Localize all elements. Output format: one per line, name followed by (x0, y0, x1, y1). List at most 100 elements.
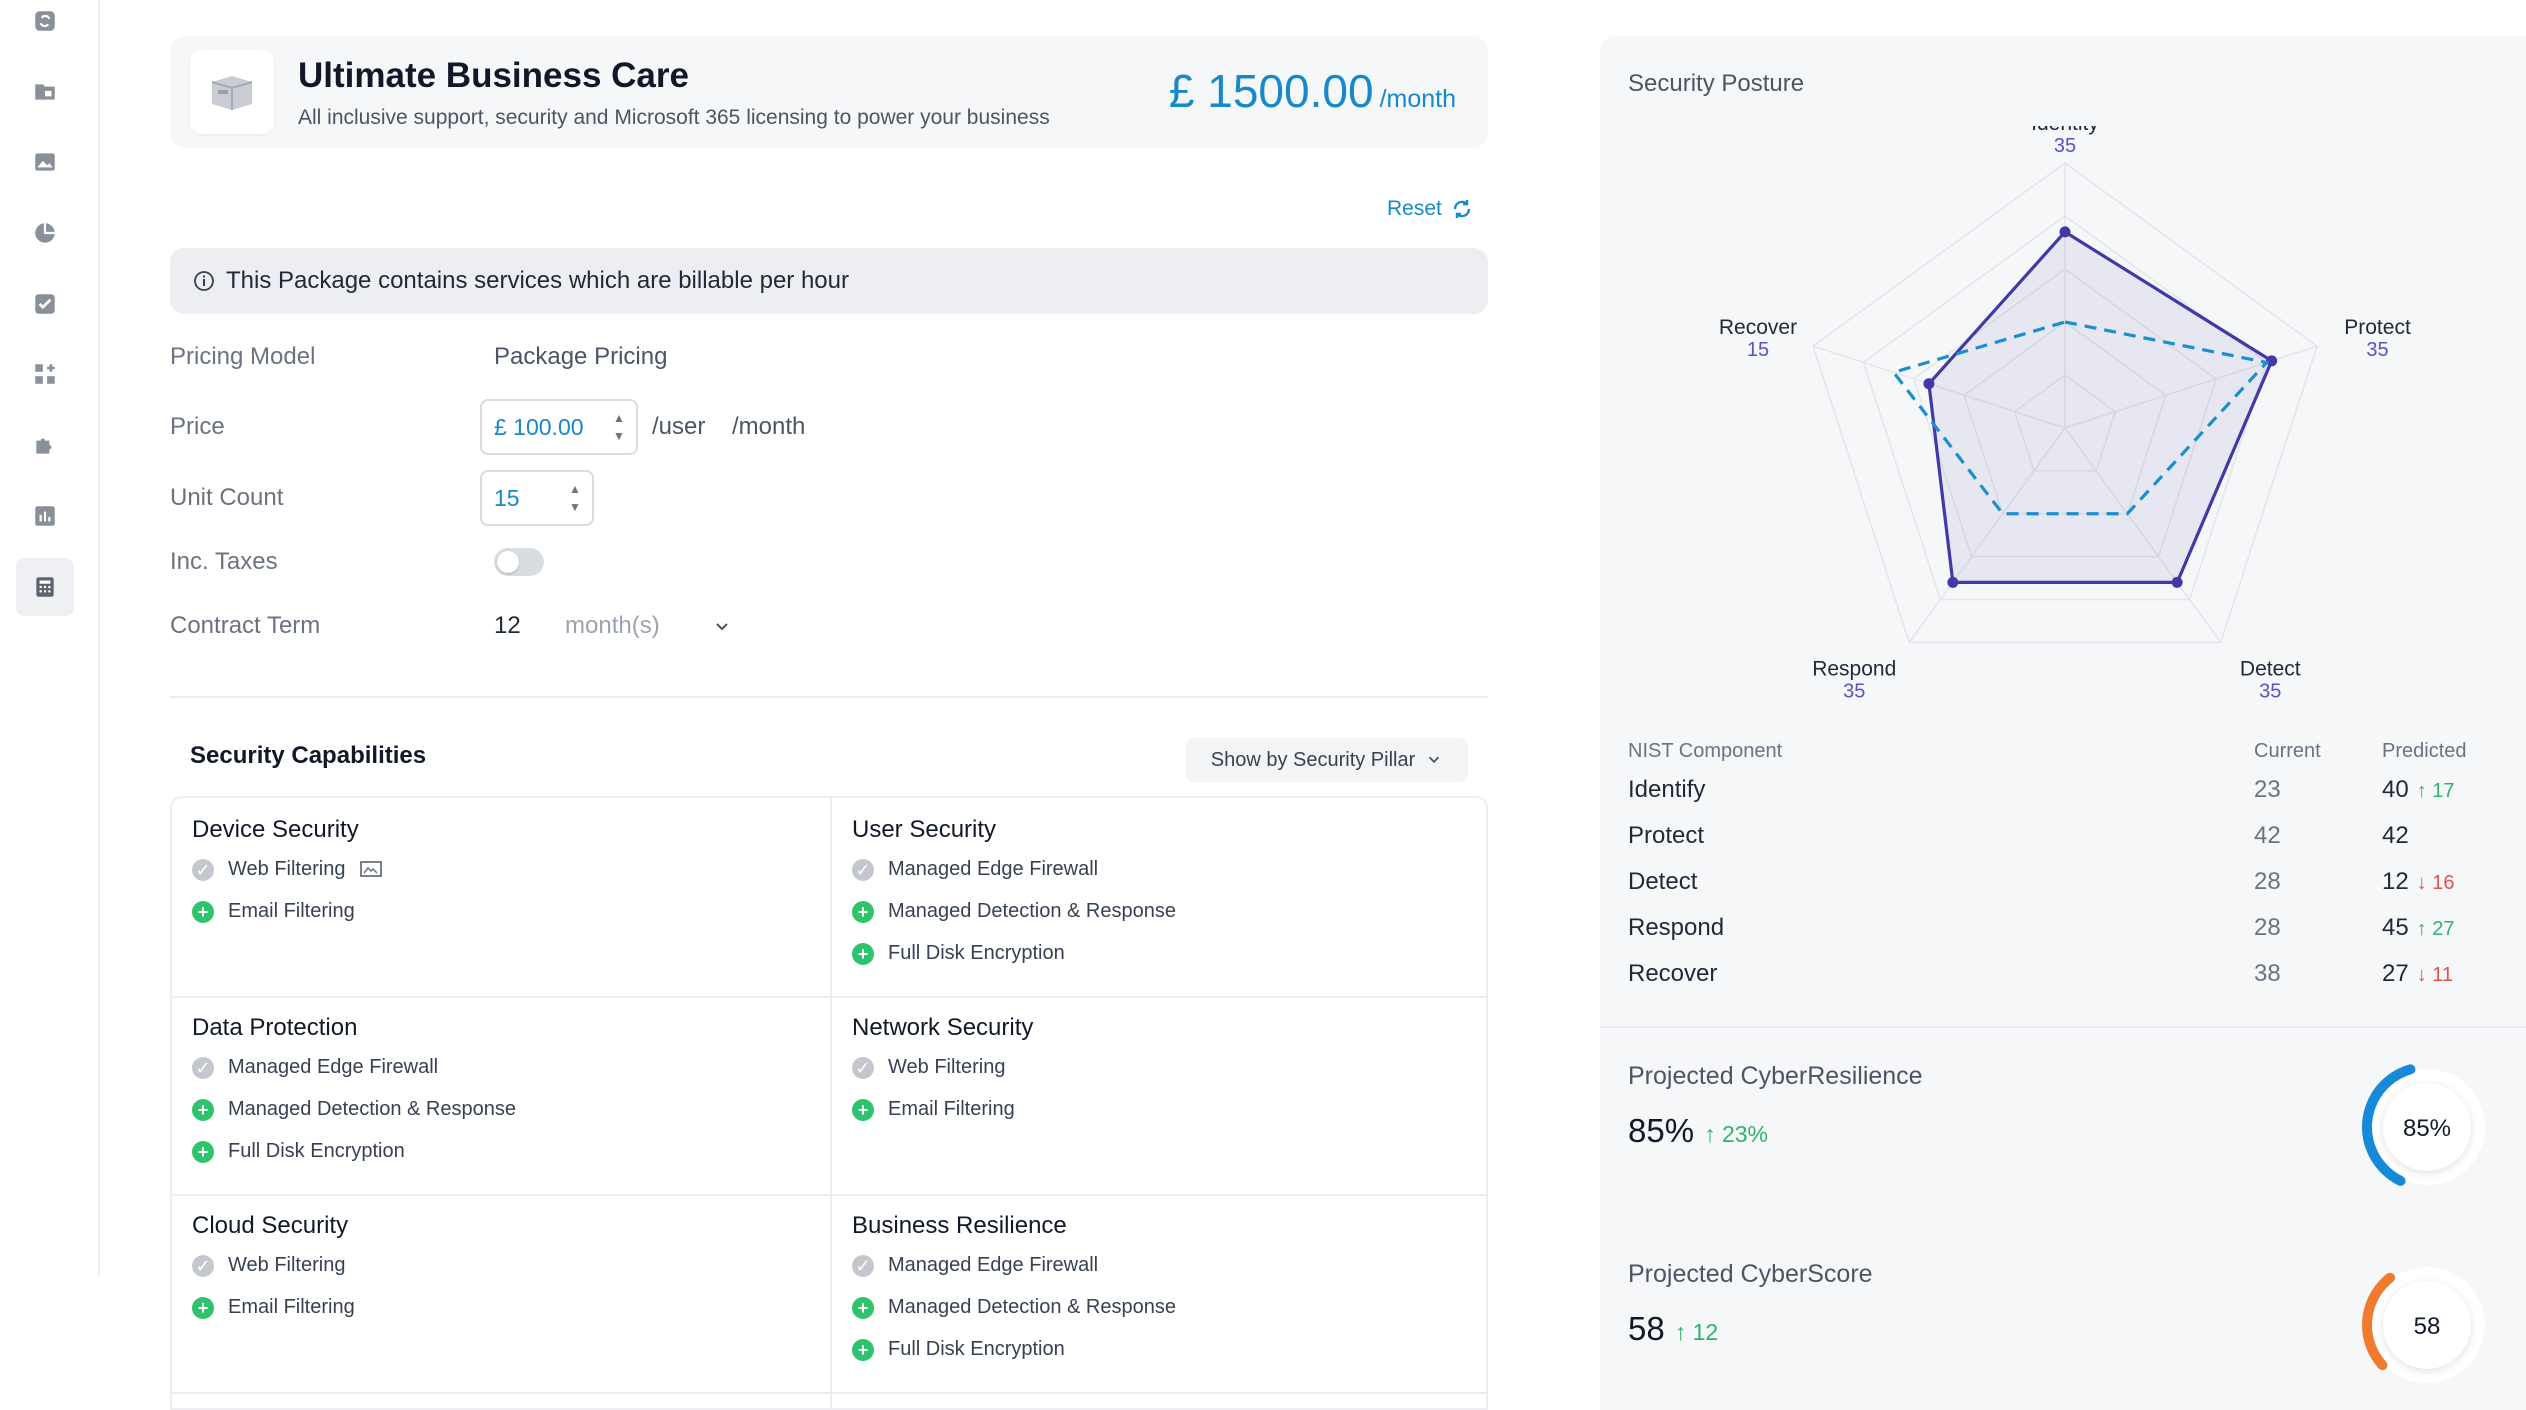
capability-item: + Full Disk Encryption (852, 942, 1065, 965)
checkbox-icon[interactable] (16, 275, 74, 333)
pillar-title: Network Security (852, 1014, 1034, 1041)
nist-row-predicted: 27 ↓ 11 (2382, 960, 2453, 988)
dropdown-label: Show by Security Pillar (1210, 748, 1416, 771)
radar-axis-label: Recover (1719, 316, 1797, 339)
capability-label: Full Disk Encryption (228, 1140, 405, 1162)
capability-item: ✓ Web Filtering (192, 1254, 345, 1277)
sidebar (0, 0, 100, 1275)
nist-predicted-value: 27 (2382, 960, 2409, 987)
projected-resilience-value: 85% ↑ 23% (1628, 1112, 1768, 1150)
gauge-inner (2383, 1281, 2471, 1369)
image-icon[interactable] (16, 133, 74, 191)
radar-point (1923, 378, 1935, 390)
nist-row-predicted: 42 (2382, 822, 2409, 850)
price-stepper[interactable]: ▲ ▼ (613, 411, 625, 443)
reset-button[interactable]: Reset (1387, 197, 1474, 221)
show-by-pillar-dropdown[interactable]: Show by Security Pillar (1186, 738, 1468, 782)
refresh-box-icon[interactable] (16, 0, 74, 50)
nist-row-name: Detect (1628, 868, 1698, 895)
capability-label: Email Filtering (228, 1296, 355, 1318)
security-posture-panel: Security Posture Identity35Protect35Dete… (1600, 36, 2526, 1410)
radar-axis-value: 35 (2259, 680, 2281, 702)
nist-predicted-value: 42 (2382, 822, 2409, 849)
capability-item: + Managed Detection & Response (192, 1098, 516, 1121)
capability-item: ✓ Managed Edge Firewall (852, 1254, 1098, 1277)
security-posture-title: Security Posture (1628, 70, 1805, 97)
inc-taxes-toggle[interactable] (494, 548, 544, 576)
radar-point (2171, 576, 2183, 588)
add-circle-icon[interactable]: + (192, 1140, 214, 1163)
delta-down-indicator: ↓ 11 (2416, 964, 2454, 986)
nist-row-current: 38 (2254, 960, 2281, 987)
package-subtitle: All inclusive support, security and Micr… (298, 106, 1050, 129)
row-divider (172, 1392, 1486, 1394)
nist-row-current: 28 (2254, 914, 2281, 941)
pillar-device-security: Device Security ✓ Web Filtering + Email … (172, 798, 830, 996)
folder-icon[interactable] (16, 63, 74, 121)
unit-count-value: 15 (494, 484, 520, 511)
package-card: Ultimate Business Care All inclusive sup… (170, 36, 1488, 148)
nist-header-component: NIST Component (1628, 740, 1783, 762)
contract-term-label: Contract Term (170, 612, 321, 639)
add-circle-icon[interactable]: + (852, 1296, 874, 1319)
bar-report-icon[interactable] (16, 487, 74, 545)
nist-row-name: Protect (1628, 822, 1705, 849)
pillar-title: User Security (852, 816, 997, 843)
add-circle-icon[interactable]: + (852, 942, 874, 965)
monitor-icon (360, 860, 383, 877)
capability-label: Email Filtering (888, 1098, 1015, 1120)
nist-row-name: Respond (1628, 914, 1725, 941)
add-circle-icon[interactable]: + (852, 1098, 874, 1121)
security-capabilities-title: Security Capabilities (190, 742, 427, 769)
package-price-amount: £ 1500.00 (1168, 65, 1374, 117)
nist-header-current: Current (2254, 740, 2321, 762)
cyberscore-value: 58 (1628, 1310, 1665, 1347)
nist-header-predicted: Predicted (2382, 740, 2467, 762)
check-circle-icon: ✓ (852, 1056, 874, 1079)
add-circle-icon[interactable]: + (192, 1098, 214, 1121)
radar-grid-ring (1812, 162, 2318, 644)
grid-continuation (830, 1392, 1486, 1408)
package-price-period: /month (1379, 85, 1456, 113)
contract-term-unit-select[interactable]: month(s) (565, 612, 660, 639)
add-circle-icon[interactable]: + (192, 900, 214, 923)
capability-item: + Email Filtering (192, 900, 355, 923)
radar-point (1947, 576, 1959, 588)
add-circle-icon[interactable]: + (852, 900, 874, 923)
contract-term-value[interactable]: 12 (494, 612, 521, 639)
delta-down-indicator: ↓ 16 (2416, 872, 2455, 894)
radar-grid-ring (2013, 374, 2117, 472)
unit-count-input[interactable]: 15 ▲ ▼ (480, 470, 594, 526)
add-circle-icon[interactable]: + (852, 1338, 874, 1361)
resilience-value: 85% (1628, 1112, 1695, 1149)
nist-row-current: 23 (2254, 776, 2281, 803)
pillar-title: Device Security (192, 816, 359, 843)
nist-row-predicted: 40 ↑ 17 (2382, 776, 2455, 804)
row-divider (172, 996, 1486, 998)
pie-chart-icon[interactable] (16, 204, 74, 262)
nist-row-current: 42 (2254, 822, 2281, 849)
price-input[interactable]: £ 100.00 ▲ ▼ (480, 399, 638, 455)
delta-up-indicator: ↑ 17 (2416, 780, 2455, 802)
radar-series-solid (1927, 229, 2274, 584)
puzzle-icon[interactable] (16, 416, 74, 474)
radar-axis-value: 35 (2054, 135, 2076, 157)
capability-item: ✓ Managed Edge Firewall (852, 858, 1098, 881)
capability-label: Web Filtering (228, 858, 346, 880)
radar-series-dashed (1890, 320, 2270, 516)
calculator-icon[interactable] (16, 558, 74, 616)
unit-count-stepper[interactable]: ▲ ▼ (569, 482, 581, 514)
apps-add-icon[interactable] (16, 345, 74, 403)
chevron-down-icon[interactable] (712, 617, 732, 637)
section-divider (170, 696, 1488, 698)
radar-grid-ring (1963, 321, 2167, 515)
pillar-user-security: User Security ✓ Managed Edge Firewall + … (830, 798, 1486, 996)
info-icon (194, 271, 214, 291)
nist-predicted-value: 12 (2382, 868, 2409, 895)
add-circle-icon[interactable]: + (192, 1296, 214, 1319)
resilience-gauge: 85% (2362, 1062, 2492, 1192)
nist-predicted-value: 40 (2382, 776, 2409, 803)
nist-row-name: Recover (1628, 960, 1718, 987)
radar-point (2266, 355, 2278, 367)
capability-label: Email Filtering (228, 900, 355, 922)
